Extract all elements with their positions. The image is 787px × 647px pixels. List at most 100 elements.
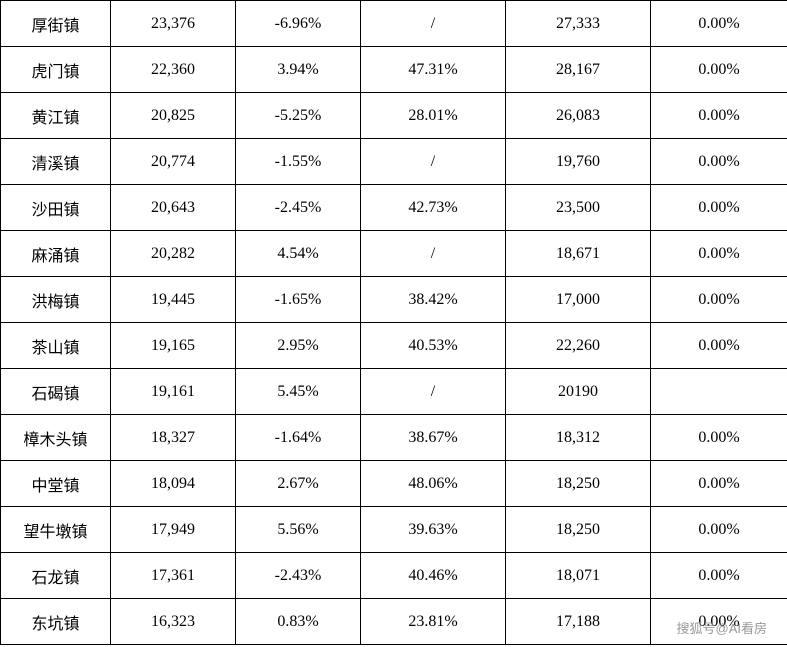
cell: 19,445 — [111, 277, 236, 323]
cell: 17,188 — [506, 599, 651, 645]
cell: 0.00% — [651, 507, 787, 553]
cell: 麻涌镇 — [1, 231, 111, 277]
cell: 沙田镇 — [1, 185, 111, 231]
cell: 洪梅镇 — [1, 277, 111, 323]
table-row: 洪梅镇19,445-1.65%38.42%17,0000.00% — [1, 277, 787, 323]
cell: 42.73% — [361, 185, 506, 231]
cell: 20,282 — [111, 231, 236, 277]
cell: -1.65% — [236, 277, 361, 323]
cell: 17,000 — [506, 277, 651, 323]
cell: 0.83% — [236, 599, 361, 645]
data-table: 厚街镇23,376-6.96%/27,3330.00%虎门镇22,3603.94… — [0, 0, 787, 645]
cell: 0.00% — [651, 461, 787, 507]
cell: 28.01% — [361, 93, 506, 139]
cell: 48.06% — [361, 461, 506, 507]
cell: 19,165 — [111, 323, 236, 369]
cell: 18,250 — [506, 461, 651, 507]
cell: 17,361 — [111, 553, 236, 599]
cell: 17,949 — [111, 507, 236, 553]
cell: 东坑镇 — [1, 599, 111, 645]
cell: 2.95% — [236, 323, 361, 369]
cell: 黄江镇 — [1, 93, 111, 139]
cell: 望牛墩镇 — [1, 507, 111, 553]
table-row: 沙田镇20,643-2.45%42.73%23,5000.00% — [1, 185, 787, 231]
cell: 樟木头镇 — [1, 415, 111, 461]
table-row: 石碣镇19,1615.45%/20190 — [1, 369, 787, 415]
table-body: 厚街镇23,376-6.96%/27,3330.00%虎门镇22,3603.94… — [1, 1, 787, 645]
cell: 38.42% — [361, 277, 506, 323]
cell: 0.00% — [651, 553, 787, 599]
cell: 23,500 — [506, 185, 651, 231]
cell: -1.64% — [236, 415, 361, 461]
cell: 18,250 — [506, 507, 651, 553]
table-row: 黄江镇20,825-5.25%28.01%26,0830.00% — [1, 93, 787, 139]
cell: 5.45% — [236, 369, 361, 415]
cell: / — [361, 369, 506, 415]
cell: 18,094 — [111, 461, 236, 507]
cell: 0.00% — [651, 93, 787, 139]
cell: / — [361, 231, 506, 277]
cell: 4.54% — [236, 231, 361, 277]
cell: -5.25% — [236, 93, 361, 139]
cell: 0.00% — [651, 415, 787, 461]
cell: 20,825 — [111, 93, 236, 139]
cell: 清溪镇 — [1, 139, 111, 185]
cell: -6.96% — [236, 1, 361, 47]
cell: 18,327 — [111, 415, 236, 461]
cell: 20190 — [506, 369, 651, 415]
cell: / — [361, 139, 506, 185]
cell: 0.00% — [651, 231, 787, 277]
cell: 20,774 — [111, 139, 236, 185]
table-row: 东坑镇16,3230.83%23.81%17,1880.00% — [1, 599, 787, 645]
cell: 23,376 — [111, 1, 236, 47]
cell: -1.55% — [236, 139, 361, 185]
cell: 22,260 — [506, 323, 651, 369]
cell: 0.00% — [651, 599, 787, 645]
cell: 22,360 — [111, 47, 236, 93]
cell: / — [361, 1, 506, 47]
cell: 26,083 — [506, 93, 651, 139]
cell: 石碣镇 — [1, 369, 111, 415]
table-row: 厚街镇23,376-6.96%/27,3330.00% — [1, 1, 787, 47]
cell: 23.81% — [361, 599, 506, 645]
table-row: 茶山镇19,1652.95%40.53%22,2600.00% — [1, 323, 787, 369]
cell: 中堂镇 — [1, 461, 111, 507]
cell: -2.45% — [236, 185, 361, 231]
cell: 2.67% — [236, 461, 361, 507]
table-row: 樟木头镇18,327-1.64%38.67%18,3120.00% — [1, 415, 787, 461]
cell: 18,671 — [506, 231, 651, 277]
table-row: 望牛墩镇17,9495.56%39.63%18,2500.00% — [1, 507, 787, 553]
cell: 0.00% — [651, 185, 787, 231]
cell: 16,323 — [111, 599, 236, 645]
cell: 28,167 — [506, 47, 651, 93]
cell: 27,333 — [506, 1, 651, 47]
cell: 18,071 — [506, 553, 651, 599]
cell: 18,312 — [506, 415, 651, 461]
cell: 0.00% — [651, 1, 787, 47]
cell: 39.63% — [361, 507, 506, 553]
cell: 石龙镇 — [1, 553, 111, 599]
table-row: 虎门镇22,3603.94%47.31%28,1670.00% — [1, 47, 787, 93]
cell: 茶山镇 — [1, 323, 111, 369]
cell: 虎门镇 — [1, 47, 111, 93]
table-container: 厚街镇23,376-6.96%/27,3330.00%虎门镇22,3603.94… — [0, 0, 787, 645]
cell: 厚街镇 — [1, 1, 111, 47]
cell: 0.00% — [651, 47, 787, 93]
table-row: 清溪镇20,774-1.55%/19,7600.00% — [1, 139, 787, 185]
table-row: 石龙镇17,361-2.43%40.46%18,0710.00% — [1, 553, 787, 599]
cell: 40.53% — [361, 323, 506, 369]
cell: 19,760 — [506, 139, 651, 185]
cell: 0.00% — [651, 277, 787, 323]
table-row: 麻涌镇20,2824.54%/18,6710.00% — [1, 231, 787, 277]
cell: 0.00% — [651, 323, 787, 369]
cell: 47.31% — [361, 47, 506, 93]
cell: 0.00% — [651, 139, 787, 185]
cell: 38.67% — [361, 415, 506, 461]
cell: 19,161 — [111, 369, 236, 415]
cell: -2.43% — [236, 553, 361, 599]
cell: 5.56% — [236, 507, 361, 553]
cell: 40.46% — [361, 553, 506, 599]
cell: 20,643 — [111, 185, 236, 231]
cell — [651, 369, 787, 415]
table-row: 中堂镇18,0942.67%48.06%18,2500.00% — [1, 461, 787, 507]
